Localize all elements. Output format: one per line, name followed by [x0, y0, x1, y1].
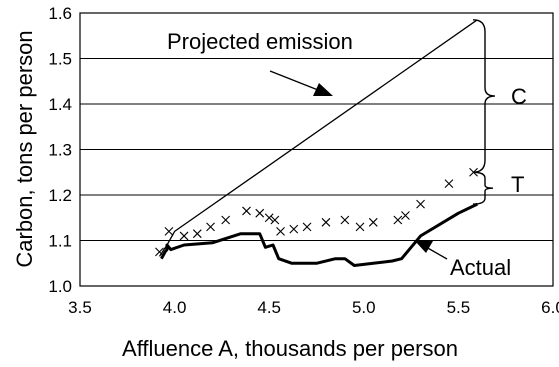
actual-label: Actual — [450, 255, 511, 280]
x-marker-point — [416, 199, 425, 209]
x-marker-point — [340, 215, 350, 225]
bracket-c — [472, 19, 496, 173]
y-tick-label: 1.6 — [48, 4, 72, 23]
x-marker-point — [264, 213, 274, 223]
x-marker-point — [393, 215, 403, 225]
x-marker-point — [206, 222, 215, 232]
x-tick-label: 4.5 — [257, 298, 281, 317]
x-marker-point — [192, 229, 202, 239]
y-tick-label: 1.5 — [48, 50, 72, 69]
x-marker-point — [221, 215, 231, 225]
x-marker-point — [179, 231, 189, 241]
bracket-c-label: C — [511, 84, 527, 109]
x-marker-point — [368, 217, 378, 227]
x-marker-point — [289, 224, 299, 234]
actual-arrow-line — [425, 246, 448, 260]
y-tick-label: 1.1 — [48, 232, 72, 251]
projected-arrow-line — [269, 70, 319, 91]
plot-frame — [79, 12, 554, 287]
x-marker-point — [355, 222, 365, 232]
bracket-t — [472, 171, 494, 205]
gridlines — [80, 58, 553, 241]
actual-arrowhead — [415, 241, 433, 253]
tick-labels: 1.0 1.1 1.2 1.3 1.4 1.5 1.6 3.5 4.0 4.5 5.0 5.5 6.0 — [48, 4, 559, 317]
x-marker-point — [401, 211, 410, 220]
x-tick-label: 6.0 — [541, 298, 559, 317]
x-tick-label: 5.5 — [447, 298, 471, 317]
x-tick-label: 5.0 — [352, 298, 376, 317]
projected-emission-line — [158, 19, 478, 257]
y-tick-label: 1.2 — [48, 186, 72, 205]
projected-arrowhead — [313, 83, 333, 96]
x-tick-label: 4.0 — [163, 298, 187, 317]
x-marker-point — [155, 247, 164, 257]
x-marker-point — [164, 227, 174, 236]
y-tick-label: 1.4 — [48, 95, 72, 114]
x-marker-point — [242, 206, 251, 216]
annotations-layer: Projected emission Actual C T — [167, 19, 527, 280]
y-axis-title: Carbon, tons per person — [12, 30, 37, 267]
x-marker-point — [302, 222, 312, 232]
series-layer — [155, 19, 478, 267]
x-tick-label: 3.5 — [68, 298, 92, 317]
x-marker-point — [321, 217, 331, 227]
x-marker-point — [276, 227, 285, 236]
x-marker-point — [255, 208, 265, 218]
x-marker-point — [444, 179, 454, 189]
actual-emission-line — [160, 202, 478, 267]
y-tick-label: 1.0 — [48, 277, 72, 296]
y-tick-label: 1.3 — [48, 141, 72, 160]
bracket-t-label: T — [511, 172, 524, 197]
x-marker-point — [270, 215, 280, 225]
x-axis-title: Affluence A, thousands per person — [122, 336, 458, 361]
projected-emission-label: Projected emission — [167, 29, 353, 54]
